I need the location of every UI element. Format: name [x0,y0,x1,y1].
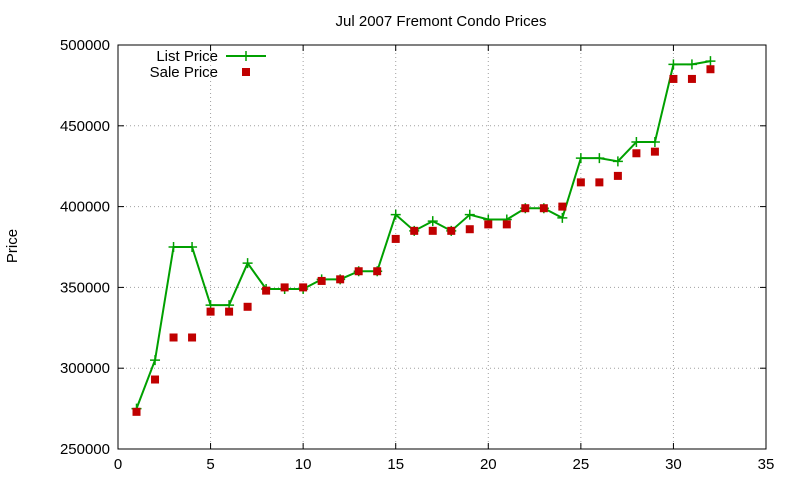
series [131,56,716,416]
chart-title: Jul 2007 Fremont Condo Prices [336,13,547,30]
sale-price-point [225,307,234,316]
y-axis-label: Price [4,229,21,263]
x-tick-label: 0 [114,456,122,473]
y-tick-label: 400000 [60,199,110,216]
sale-price-point [299,283,308,292]
sale-price-point [262,286,271,295]
y-tick-label: 450000 [60,118,110,135]
list-price-point [594,153,605,164]
sale-price-point [243,302,252,311]
x-tick-label: 20 [480,456,497,473]
sale-price-point [188,333,197,342]
list-price-point [612,156,623,167]
sale-price-point [706,65,715,74]
list-price-point [668,59,679,70]
x-tick-label: 30 [665,456,682,473]
x-tick-label: 15 [387,456,404,473]
sale-price-point [317,276,326,285]
sale-price-point [595,178,604,187]
list-price-point [168,242,179,252]
list-price-point [187,242,198,252]
list-price-point [390,209,401,220]
sale-price-point [428,226,437,235]
sale-price-point [576,178,585,187]
sale-price-point [632,149,641,158]
sale-price-point [206,307,215,316]
sale-price-point [169,333,178,342]
sale-price-point [521,204,530,213]
list-price-point [631,136,642,147]
sale-price-point [132,407,141,416]
sale-price-point [447,226,456,235]
sale-price-point [465,225,474,234]
legend-swatch-list-price-marker [241,51,251,61]
x-tick-label: 10 [295,456,312,473]
sale-price-point [558,202,567,211]
sale-price-point [484,220,493,229]
sale-price-point [280,283,289,292]
x-tick-label: 35 [758,456,775,473]
list-price-point [575,153,586,164]
legend-swatch-sale-price [242,68,250,76]
sale-price-point [669,74,678,83]
sale-price-point [336,275,345,284]
x-tick-label: 5 [206,456,214,473]
x-tick-label: 25 [573,456,590,473]
sale-price-point [502,220,511,229]
y-tick-label: 500000 [60,37,110,54]
plot-border [117,44,767,450]
sale-price-point [354,267,363,276]
list-price-point [464,209,475,220]
list-price-point [242,258,253,269]
list-price-point [557,212,568,223]
list-price-point [427,216,438,227]
grid [118,45,766,449]
y-tick-label: 300000 [60,360,110,377]
legend-label: Sale Price [150,64,218,81]
y-tick-label: 250000 [60,441,110,458]
list-price-point [686,59,697,70]
sale-price-point [650,147,659,156]
y-tick-label: 350000 [60,279,110,296]
axes: 0 5 10 15 20 25 30 35 250000 300000 350000 400000 45… [60,37,774,473]
sale-price-point [410,226,419,235]
sale-price-point [687,74,696,83]
sale-price-point [151,375,160,384]
list-price-point [150,355,161,366]
sale-price-point [539,204,548,213]
list-price-line [135,60,711,409]
legend-label: List Price [156,48,218,65]
sale-price-point [373,267,382,276]
list-price-point [649,136,660,147]
sale-price-point [391,234,400,243]
list-price-point [705,56,716,67]
sale-price-point [613,171,622,180]
